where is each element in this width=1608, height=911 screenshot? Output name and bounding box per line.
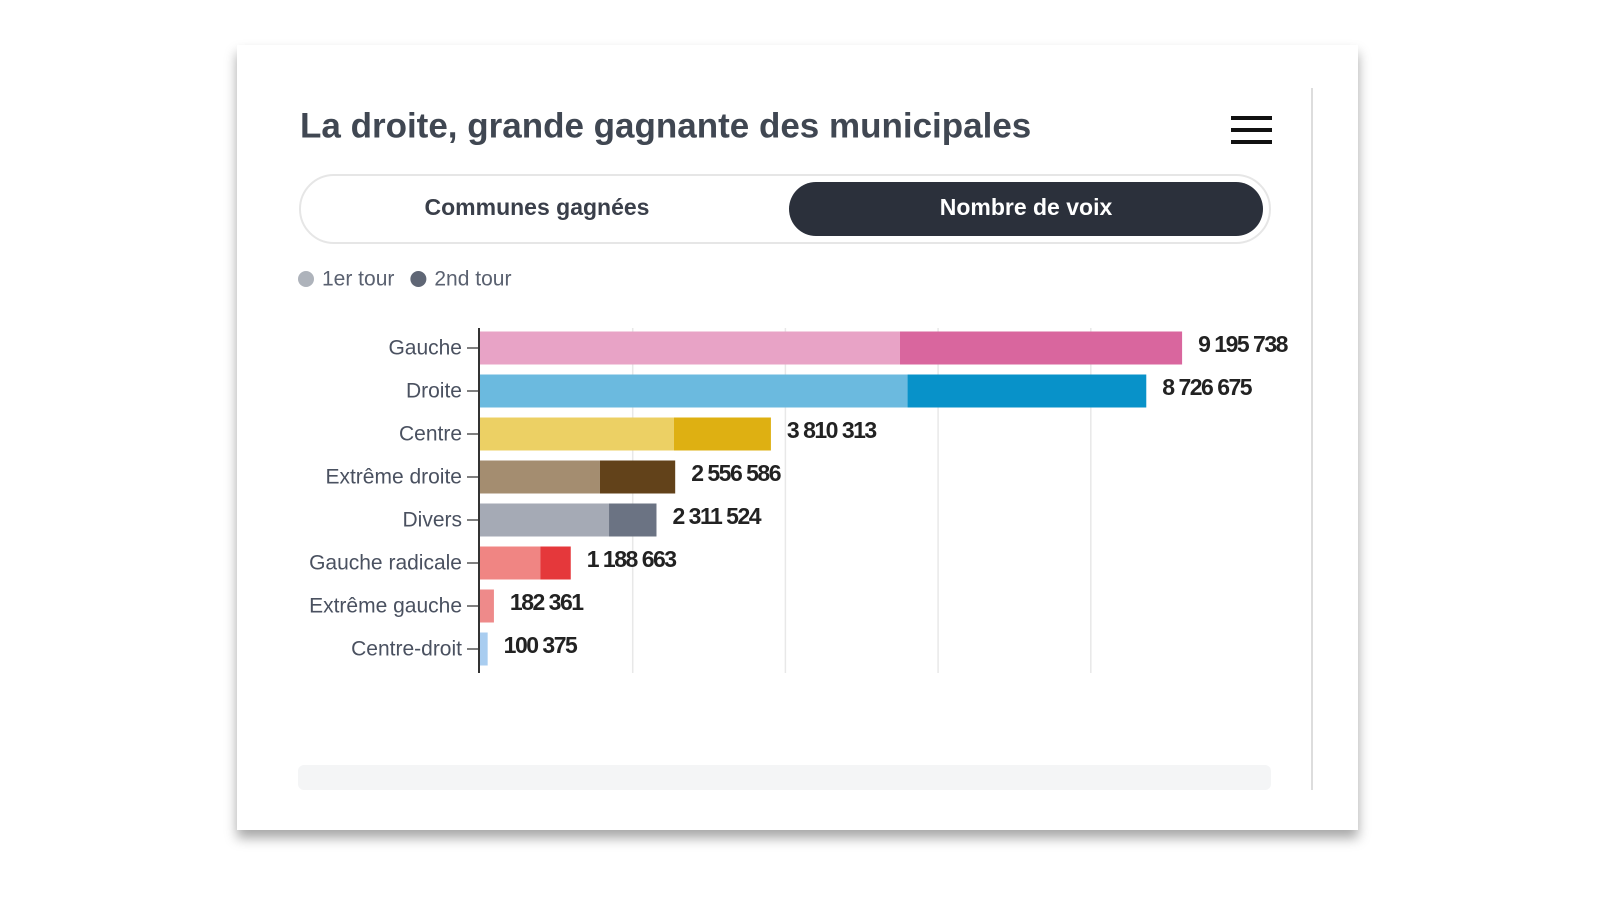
value-label: 182 361 (510, 589, 584, 615)
value-label: 9 195 738 (1198, 331, 1289, 357)
value-label: 3 810 313 (787, 417, 877, 443)
menu-button[interactable] (1231, 116, 1272, 144)
legend-label: 1er tour (322, 268, 394, 291)
chart-title: La droite, grande gagnante des municipal… (300, 106, 1031, 145)
value-label: 100 375 (504, 632, 578, 658)
y-tick-label: Centre-droit (351, 638, 462, 661)
bar-segment (480, 503, 610, 537)
value-label: 1 188 663 (587, 546, 677, 572)
legend-swatch (410, 271, 427, 287)
chart: 1er tour 2nd tour Gauche 9 195 738 Droite 8 7… (298, 268, 1290, 673)
bar-segment (480, 374, 908, 408)
y-tick-label: Extrême droite (325, 466, 462, 489)
bar-segment (673, 417, 771, 451)
value-label: 2 311 524 (672, 503, 761, 529)
menu-bar (1231, 116, 1272, 120)
bar-segment (609, 503, 657, 537)
tab[interactable]: Nombre de voix (940, 194, 1113, 220)
bar-segment (599, 460, 676, 494)
value-label: 8 726 675 (1162, 374, 1253, 400)
y-tick-label: Droite (406, 380, 462, 403)
y-tick-label: Gauche radicale (309, 552, 462, 575)
menu-bar (1231, 140, 1272, 144)
bar-segment (540, 546, 571, 580)
legend-label: 2nd tour (434, 268, 511, 291)
tab[interactable]: Communes gagnées (425, 194, 650, 220)
value-label: 2 556 586 (691, 460, 781, 486)
legend-swatch (298, 271, 314, 287)
y-tick-label: Extrême gauche (309, 595, 462, 618)
footer-panel (298, 765, 1271, 790)
bar-segment (480, 331, 900, 365)
menu-bar (1231, 128, 1272, 132)
bar-segment (480, 417, 674, 451)
bar-segment (899, 331, 1183, 365)
bar-segment (480, 632, 488, 666)
bar-segment (480, 546, 541, 580)
bar-segment (480, 589, 494, 623)
y-tick-label: Centre (399, 423, 462, 446)
tab-active-bg (789, 182, 1263, 236)
bar-segment (480, 460, 600, 494)
bar-segment (907, 374, 1147, 408)
y-tick-label: Divers (402, 509, 462, 532)
y-tick-label: Gauche (388, 337, 462, 360)
